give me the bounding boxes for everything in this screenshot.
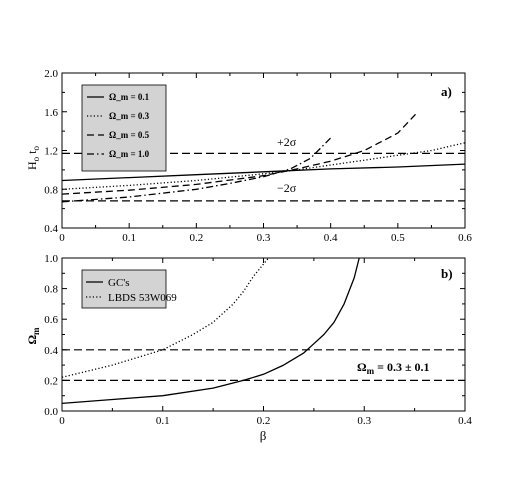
- series-line-b-0: [61, 257, 360, 405]
- x-tick-label-a-3: 0.3: [257, 232, 271, 244]
- x-tick-label-b-1: 0.1: [156, 415, 170, 427]
- y-tick-label-b-0: 0.0: [44, 406, 58, 418]
- y-tick-label-b-5: 1.0: [44, 253, 58, 265]
- x-tick-label-a-0: 0: [59, 232, 65, 244]
- legend-b-label-0: GC's: [108, 277, 130, 289]
- series-line-b-1: [61, 257, 270, 378]
- x-tick-label-a-2: 0.2: [189, 232, 203, 244]
- x-tick-label-b-4: 0.4: [458, 415, 472, 427]
- legend-b-label-1: LBDS 53W069: [108, 292, 177, 304]
- x-tick-label-a-4: 0.4: [324, 232, 338, 244]
- y-tick-label-b-2: 0.4: [44, 345, 58, 357]
- panel-label-a: a): [441, 84, 452, 99]
- series-line-a-1: [61, 142, 466, 190]
- legend-a-label-0: Ω_m = 0.1: [109, 92, 150, 102]
- ref-label-plus: +2σ: [277, 135, 297, 149]
- annotation-omega: Ωm = 0.3 ± 0.1: [357, 360, 430, 376]
- legend-a-label-1: Ω_m = 0.3: [109, 111, 150, 121]
- series-line-a-0: [61, 163, 466, 182]
- legend-a-label-3: Ω_m = 1.0: [109, 149, 150, 159]
- y-tick-label-a-2: 1.2: [44, 146, 58, 158]
- y-tick-label-a-0: 0.4: [44, 223, 58, 235]
- x-tick-label-b-0: 0: [59, 415, 65, 427]
- y-tick-label-b-1: 0.2: [44, 375, 58, 387]
- x-tick-label-a-5: 0.5: [391, 232, 405, 244]
- panel-label-b: b): [441, 266, 453, 281]
- y-tick-label-a-4: 2.0: [44, 68, 58, 80]
- y-axis-label-b: Ωm: [25, 327, 41, 345]
- series-line-a-3: [61, 137, 332, 203]
- y-tick-label-b-3: 0.6: [44, 314, 58, 326]
- ref-label-minus: −2σ: [277, 181, 297, 195]
- panel-b: 0 0.1 0.2 0.3 0.40.00.20.40.60.81.0 Ωm β b) …: [25, 253, 472, 443]
- series-line-a-2: [61, 111, 419, 195]
- y-tick-label-a-1: 0.8: [44, 184, 58, 196]
- x-tick-label-b-2: 0.2: [257, 415, 271, 427]
- legend-a-label-2: Ω_m = 0.5: [109, 130, 150, 140]
- panel-a: 0 0.1 0.2 0.3 0.4 0.5 0.6 0.4 0.8 1.2 1.6 2.0 Ho to…: [25, 68, 472, 244]
- y-axis-label-a: Ho to: [25, 145, 41, 170]
- legend-b: GC's LBDS 53W069: [81, 269, 177, 309]
- x-tick-label-a-1: 0.1: [122, 232, 136, 244]
- legend-a: Ω_m = 0.1 Ω_m = 0.3 Ω_m = 0.5 Ω_m = 1.0: [81, 84, 167, 172]
- y-tick-label-b-4: 0.8: [44, 284, 58, 296]
- x-axis-label-b: β: [260, 428, 267, 443]
- y-tick-label-a-3: 1.6: [44, 107, 58, 119]
- x-tick-label-b-3: 0.3: [357, 415, 371, 427]
- x-tick-label-a-6: 0.6: [458, 232, 472, 244]
